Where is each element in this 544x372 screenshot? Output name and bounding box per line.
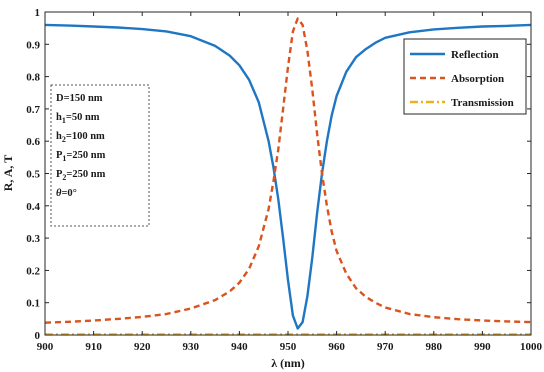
y-tick-label: 0.1 (26, 298, 40, 310)
parameter-line: h1=50 nm (56, 112, 100, 125)
x-tick-label: 930 (183, 341, 200, 353)
x-tick-labels: 900 910 920 930 940 950 960 970 980 990 1000 (37, 341, 543, 353)
parameter-annotation-box: D=150 nm h1=50 nm h2=100 nm P1=250 nm P2=250… (50, 84, 150, 227)
legend-label-transmission: Transmission (451, 97, 514, 109)
y-tick-label: 0.5 (26, 169, 40, 181)
legend-label-reflection: Reflection (451, 49, 499, 61)
ticks-layer (44, 11, 532, 336)
x-axis-label: λ (nm) (271, 356, 305, 370)
y-axis-label: R, A, T (1, 155, 15, 191)
x-tick-label: 980 (426, 341, 443, 353)
legend: Reflection Absorption Transmission (403, 38, 527, 115)
y-tick-label: 0.8 (26, 72, 40, 84)
y-tick-labels: 0 0.1 0.2 0.3 0.4 0.5 0.6 0.7 0.8 0.9 1 (26, 7, 40, 342)
parameter-line: P2=250 nm (56, 169, 106, 182)
parameter-box-frame (50, 84, 150, 227)
series-line-absorption (44, 17, 532, 324)
legend-label-absorption: Absorption (451, 73, 504, 85)
parameter-line: h2=100 nm (56, 131, 105, 144)
x-tick-label: 960 (328, 341, 345, 353)
x-tick-label: 920 (134, 341, 151, 353)
y-tick-label: 0.3 (26, 233, 40, 245)
series-line-reflection (44, 23, 532, 330)
x-tick-label: 900 (37, 341, 54, 353)
x-tick-label: 970 (377, 341, 394, 353)
y-tick-label: 0.6 (26, 136, 40, 148)
x-tick-label: 910 (85, 341, 102, 353)
y-tick-label: 1 (35, 7, 41, 19)
x-tick-label: 950 (280, 341, 297, 353)
legend-items: Reflection Absorption Transmission (410, 49, 514, 109)
y-tick-label: 0.4 (26, 201, 40, 213)
parameter-line: P1=250 nm (56, 150, 106, 163)
y-tick-label: 0.9 (26, 39, 40, 51)
y-tick-label: 0.7 (26, 104, 40, 116)
parameter-lines: D=150 nm h1=50 nm h2=100 nm P1=250 nm P2=250… (56, 93, 106, 199)
y-tick-label: 0.2 (26, 265, 40, 277)
x-tick-label: 1000 (520, 341, 543, 353)
legend-frame (403, 38, 527, 115)
x-tick-label: 940 (231, 341, 248, 353)
y-tick-label: 0 (35, 330, 41, 342)
x-tick-label: 990 (474, 341, 491, 353)
parameter-line: D=150 nm (56, 93, 103, 104)
parameter-line: θ=0° (56, 188, 77, 199)
